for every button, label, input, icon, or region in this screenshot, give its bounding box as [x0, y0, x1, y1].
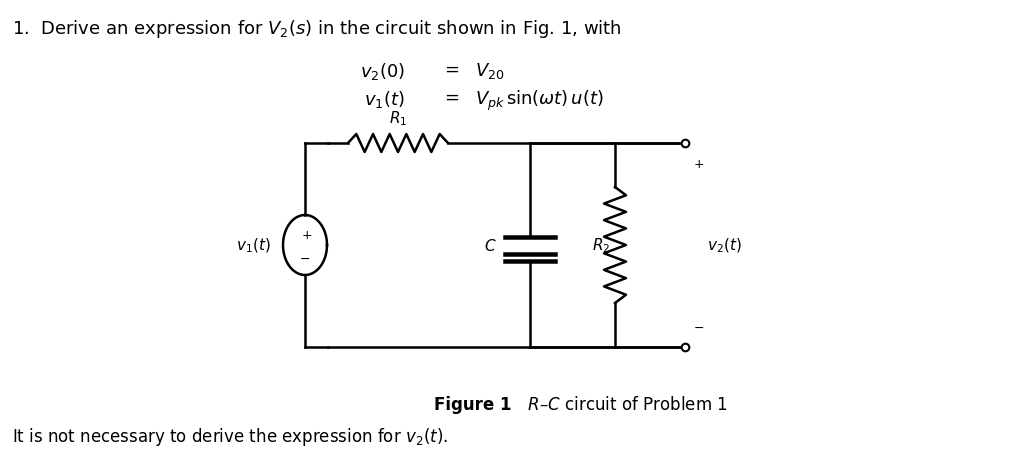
Text: $v_2(t)$: $v_2(t)$: [707, 236, 741, 255]
Text: $R$–$C$ circuit of Problem 1: $R$–$C$ circuit of Problem 1: [512, 395, 728, 413]
Text: $+$: $+$: [301, 229, 312, 242]
Text: 1.  Derive an expression for $V_2(s)$ in the circuit shown in Fig. 1, with: 1. Derive an expression for $V_2(s)$ in …: [12, 18, 622, 40]
Text: $v_1(t)$: $v_1(t)$: [237, 236, 271, 255]
Text: $V_{pk}\,\mathrm{sin}(\omega t)\,u(t)$: $V_{pk}\,\mathrm{sin}(\omega t)\,u(t)$: [475, 89, 604, 113]
Text: $R_1$: $R_1$: [389, 109, 408, 128]
Text: $C$: $C$: [484, 238, 497, 253]
Text: $V_{20}$: $V_{20}$: [475, 61, 505, 81]
Text: $R_2$: $R_2$: [592, 236, 610, 255]
Text: $-$: $-$: [299, 251, 310, 264]
Text: =: =: [444, 89, 460, 107]
Text: $v_2(0)$: $v_2(0)$: [359, 61, 406, 82]
Text: $v_1(t)$: $v_1(t)$: [365, 89, 406, 110]
Text: $+$: $+$: [693, 157, 705, 171]
Text: =: =: [444, 61, 460, 79]
Text: It is not necessary to derive the expression for $v_2(t)$.: It is not necessary to derive the expres…: [12, 425, 449, 447]
Text: Figure 1: Figure 1: [434, 395, 512, 413]
Text: $-$: $-$: [693, 320, 705, 333]
